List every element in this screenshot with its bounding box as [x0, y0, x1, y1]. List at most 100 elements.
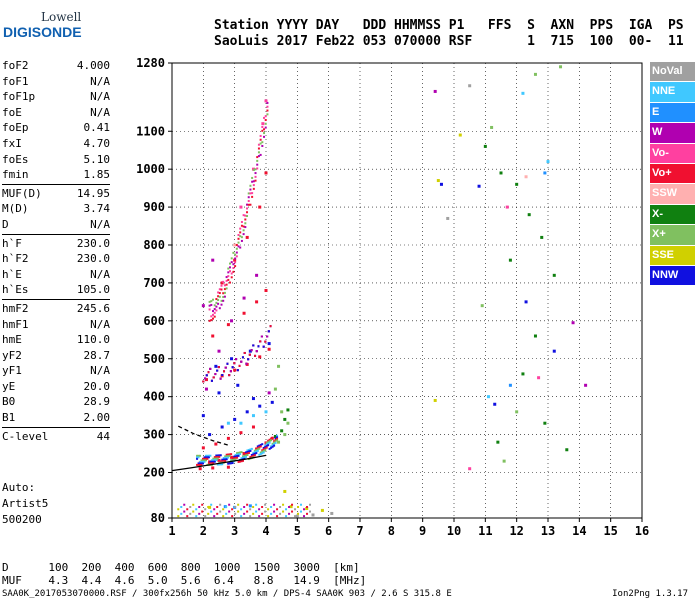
- echo-point: [207, 512, 210, 515]
- echo-point: [231, 458, 234, 461]
- data-point: [251, 414, 255, 418]
- echo-point: [265, 443, 268, 446]
- logo-lowell: Lowell: [41, 10, 82, 24]
- echo-point: [221, 458, 224, 461]
- echo-point: [282, 510, 285, 513]
- data-point: [508, 383, 512, 387]
- param-value: 3.74: [83, 202, 111, 216]
- echo-point: [212, 459, 215, 462]
- echo-point: [244, 454, 247, 457]
- echo-point: [274, 440, 277, 443]
- echo-point: [204, 377, 207, 380]
- data-point: [211, 258, 215, 262]
- echo-point: [241, 455, 244, 458]
- param-value: N/A: [90, 317, 110, 331]
- echo-point: [237, 510, 240, 513]
- echo-point: [209, 454, 212, 457]
- echo-point: [249, 188, 252, 191]
- echo-point: [247, 451, 250, 454]
- data-point: [533, 334, 537, 338]
- param-name: h`Es: [2, 283, 29, 297]
- data-point: [236, 383, 240, 387]
- echo-point: [208, 319, 211, 322]
- echo-point: [219, 460, 222, 463]
- echo-point: [235, 255, 238, 258]
- echo-point: [269, 325, 272, 328]
- station-header: Station YYYY DAY DDD HHMMSS P1 FFS S AXN…: [214, 18, 684, 50]
- data-point: [524, 300, 528, 304]
- data-point: [264, 99, 268, 103]
- echo-point: [261, 141, 264, 144]
- data-point: [320, 508, 324, 512]
- echo-point: [201, 460, 204, 463]
- data-point: [543, 421, 547, 425]
- echo-point: [230, 453, 233, 456]
- echo-point: [228, 453, 231, 456]
- echo-point: [237, 460, 240, 463]
- echo-point: [303, 515, 306, 518]
- echo-point: [197, 463, 200, 466]
- echo-point: [205, 374, 208, 377]
- echo-point: [223, 370, 226, 373]
- echo-point: [276, 439, 279, 442]
- echo-point: [273, 444, 276, 447]
- echo-point: [212, 298, 215, 301]
- echo-point: [220, 303, 223, 306]
- data-point: [242, 311, 246, 315]
- echo-point: [267, 441, 270, 444]
- echo-point: [250, 447, 253, 450]
- echo-point: [231, 508, 234, 511]
- param-row-foep: foEp 0.41: [2, 120, 110, 136]
- echo-point: [196, 463, 199, 466]
- echo-point: [234, 257, 237, 260]
- data-point: [273, 434, 277, 438]
- echo-point: [244, 452, 247, 455]
- echo-point: [227, 453, 230, 456]
- data-point: [217, 458, 221, 462]
- echo-point: [247, 192, 250, 195]
- echo-point: [258, 444, 261, 447]
- data-point: [217, 391, 221, 395]
- data-point: [226, 421, 230, 425]
- echo-point: [256, 167, 259, 170]
- echo-point: [268, 440, 271, 443]
- echo-point: [244, 451, 247, 454]
- echo-point: [189, 512, 192, 515]
- data-point: [280, 429, 284, 433]
- echo-point: [303, 508, 306, 511]
- y-tick-label: 200: [143, 466, 165, 480]
- echo-point: [225, 512, 228, 515]
- echo-point: [229, 370, 232, 373]
- data-point: [233, 417, 237, 421]
- f-trace: [178, 425, 229, 446]
- param-value: 105.0: [76, 283, 110, 297]
- data-point: [208, 505, 212, 509]
- echo-point: [199, 454, 202, 457]
- echo-point: [222, 292, 225, 295]
- series-sse: [208, 133, 462, 512]
- echo-point: [251, 176, 254, 179]
- echo-point: [234, 455, 237, 458]
- echo-point: [264, 447, 267, 450]
- param-value: 5.10: [83, 152, 111, 166]
- echo-point: [234, 253, 237, 256]
- echo-point: [267, 508, 270, 511]
- data-point: [521, 91, 525, 95]
- echo-point: [273, 440, 276, 443]
- echo-point: [227, 275, 230, 278]
- param-row-fmin: fmin 1.85: [2, 167, 110, 183]
- echo-point: [222, 458, 225, 461]
- echo-point: [255, 503, 258, 506]
- echo-point: [215, 305, 218, 308]
- echo-point: [252, 180, 255, 183]
- param-value: 2.00: [83, 411, 111, 425]
- echo-point: [263, 132, 266, 135]
- echo-point: [209, 460, 212, 463]
- echo-point: [215, 298, 218, 301]
- x-tick-label: 12: [509, 524, 523, 538]
- echo-point: [213, 456, 216, 459]
- echo-point: [262, 451, 265, 454]
- param-name: B1: [2, 411, 16, 425]
- echo-point: [236, 456, 239, 459]
- param-value: 230.0: [76, 252, 110, 266]
